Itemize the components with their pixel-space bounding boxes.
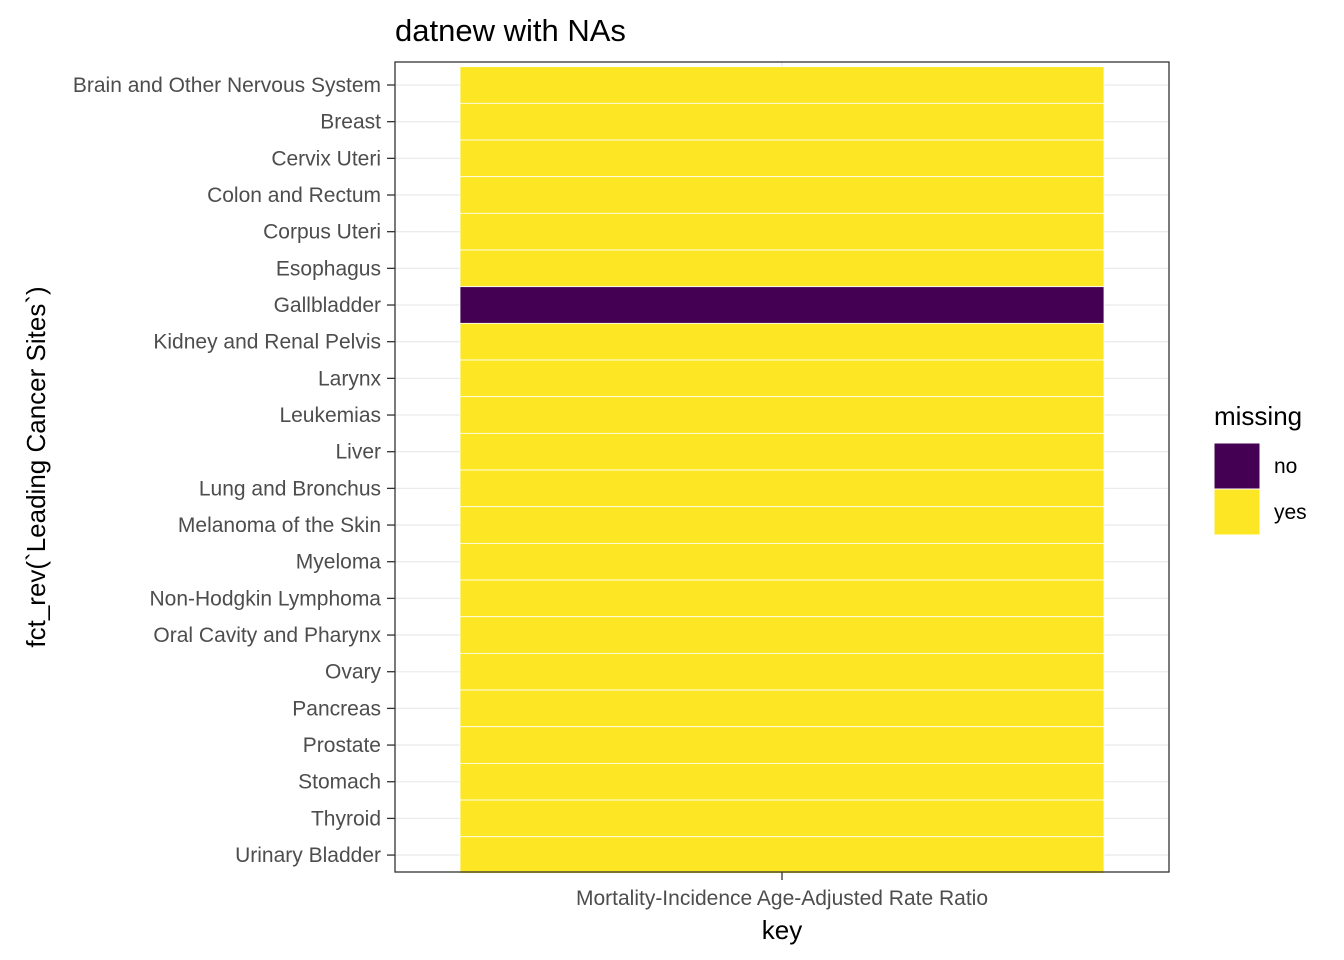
y-tick-label: Kidney and Renal Pelvis <box>153 331 381 354</box>
tile-ovary <box>459 652 1105 691</box>
y-tick-label: Pancreas <box>292 697 381 720</box>
tiles <box>459 66 1105 874</box>
tile-leukemias <box>459 396 1105 434</box>
y-tick-label: Liver <box>335 441 381 464</box>
x-tick-label: Mortality-Incidence Age-Adjusted Rate Ra… <box>576 887 988 910</box>
tile-colon-and-rectum <box>459 176 1105 214</box>
tile-urinary-bladder <box>459 836 1105 874</box>
tile-larynx <box>459 359 1105 398</box>
y-tick-label: Prostate <box>303 734 381 757</box>
x-axis: Mortality-Incidence Age-Adjusted Rate Ra… <box>576 872 988 910</box>
tile-thyroid <box>459 799 1105 838</box>
legend-label-yes: yes <box>1274 501 1307 524</box>
legend-key-yes <box>1213 488 1261 536</box>
legend-label-no: no <box>1274 455 1297 478</box>
y-tick-label: Gallbladder <box>274 294 381 317</box>
tile-non-hodgkin-lymphoma <box>459 579 1105 618</box>
tile-pancreas <box>459 689 1105 728</box>
tile-cervix-uteri <box>459 139 1105 178</box>
x-axis-title: key <box>762 915 802 945</box>
y-tick-label: Corpus Uteri <box>263 221 381 244</box>
y-tick-label: Non-Hodgkin Lymphoma <box>149 587 381 610</box>
y-tick-label: Ovary <box>325 661 382 684</box>
tile-corpus-uteri <box>459 212 1105 251</box>
tile-brain-and-other-nervous-system <box>459 66 1105 104</box>
chart-title: datnew with NAs <box>395 13 626 48</box>
y-tick-label: Leukemias <box>279 404 381 427</box>
legend: missing no yes <box>1213 401 1307 536</box>
y-tick-label: Colon and Rectum <box>207 184 381 207</box>
y-tick-label: Esophagus <box>276 257 381 280</box>
tile-gallbladder <box>459 286 1105 324</box>
legend-key-no <box>1213 442 1261 490</box>
y-tick-label: Cervix Uteri <box>271 147 381 170</box>
y-tick-label: Myeloma <box>296 551 382 574</box>
tile-melanoma-of-the-skin <box>459 506 1105 544</box>
y-tick-label: Brain and Other Nervous System <box>73 74 381 97</box>
tile-esophagus <box>459 249 1105 288</box>
y-tick-label: Urinary Bladder <box>235 844 381 867</box>
tile-myeloma <box>459 542 1105 581</box>
y-tick-label: Lung and Bronchus <box>199 477 381 500</box>
y-tick-label: Oral Cavity and Pharynx <box>153 624 381 647</box>
y-tick-label: Breast <box>320 111 381 134</box>
tile-breast <box>459 102 1105 141</box>
y-tick-label: Thyroid <box>311 807 381 830</box>
tile-lung-and-bronchus <box>459 469 1105 508</box>
tile-liver <box>459 432 1105 471</box>
y-tick-label: Melanoma of the Skin <box>178 514 381 537</box>
legend-title: missing <box>1214 401 1302 431</box>
y-axis: Brain and Other Nervous System Breast Cerv… <box>73 74 395 867</box>
y-tick-label: Larynx <box>318 367 382 390</box>
y-axis-title: fct_rev(`Leading Cancer Sites`) <box>21 286 51 647</box>
tile-stomach <box>459 762 1105 801</box>
tile-kidney-and-renal-pelvis <box>459 322 1105 361</box>
y-tick-label: Stomach <box>298 771 381 794</box>
tile-oral-cavity-and-pharynx <box>459 616 1105 654</box>
tile-prostate <box>459 726 1105 764</box>
